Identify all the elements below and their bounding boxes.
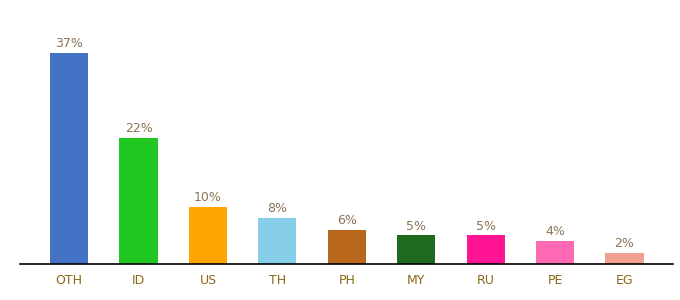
Bar bbox=[258, 218, 296, 264]
Text: 2%: 2% bbox=[615, 237, 634, 250]
Text: 10%: 10% bbox=[194, 191, 222, 204]
Text: 22%: 22% bbox=[124, 122, 152, 135]
Text: 5%: 5% bbox=[406, 220, 426, 232]
Text: 5%: 5% bbox=[475, 220, 496, 232]
Bar bbox=[466, 236, 505, 264]
Bar bbox=[189, 207, 227, 264]
Bar bbox=[397, 236, 435, 264]
Text: 8%: 8% bbox=[267, 202, 288, 215]
Text: 4%: 4% bbox=[545, 225, 565, 238]
Bar bbox=[605, 253, 643, 264]
Bar bbox=[50, 52, 88, 264]
Text: 6%: 6% bbox=[337, 214, 357, 227]
Bar bbox=[328, 230, 366, 264]
Bar bbox=[536, 241, 574, 264]
Bar bbox=[120, 138, 158, 264]
Text: 37%: 37% bbox=[55, 37, 83, 50]
